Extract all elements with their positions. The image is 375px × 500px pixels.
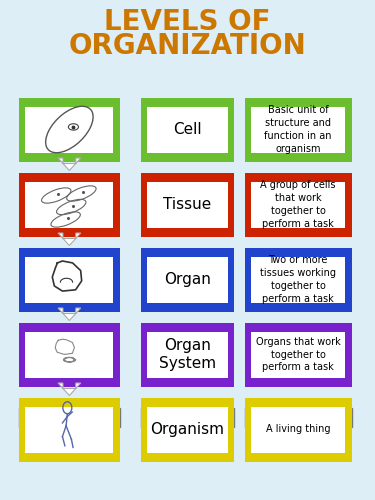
FancyBboxPatch shape [147, 256, 228, 302]
FancyBboxPatch shape [19, 248, 120, 312]
Polygon shape [58, 233, 81, 245]
Text: Basic unit of
structure and
function in an
organism: Basic unit of structure and function in … [264, 106, 332, 154]
FancyBboxPatch shape [26, 406, 113, 453]
FancyBboxPatch shape [141, 172, 234, 236]
FancyBboxPatch shape [19, 322, 120, 386]
FancyBboxPatch shape [141, 408, 234, 427]
FancyBboxPatch shape [245, 248, 352, 312]
FancyBboxPatch shape [245, 408, 352, 427]
FancyBboxPatch shape [147, 106, 228, 152]
FancyBboxPatch shape [19, 398, 120, 462]
FancyBboxPatch shape [245, 172, 352, 236]
Text: A living thing: A living thing [266, 424, 330, 434]
FancyBboxPatch shape [147, 332, 228, 378]
FancyBboxPatch shape [19, 172, 120, 236]
Polygon shape [58, 383, 81, 396]
FancyBboxPatch shape [141, 248, 234, 312]
FancyBboxPatch shape [19, 408, 120, 427]
Text: Picture: Picture [51, 412, 87, 422]
Polygon shape [58, 158, 81, 170]
Text: Cell: Cell [173, 122, 202, 137]
Text: Organism: Organism [150, 422, 225, 437]
Text: Organs that work
together to
perform a task: Organs that work together to perform a t… [256, 336, 340, 372]
FancyBboxPatch shape [19, 98, 120, 162]
Text: Organ: Organ [164, 272, 211, 287]
FancyBboxPatch shape [147, 182, 228, 228]
FancyBboxPatch shape [147, 406, 228, 453]
FancyBboxPatch shape [141, 398, 234, 462]
Text: Two or more
tissues working
together to
perform a task: Two or more tissues working together to … [260, 256, 336, 304]
FancyBboxPatch shape [26, 256, 113, 302]
FancyBboxPatch shape [252, 406, 345, 453]
FancyBboxPatch shape [252, 182, 345, 228]
FancyBboxPatch shape [245, 98, 352, 162]
Text: Organ
System: Organ System [159, 338, 216, 372]
FancyBboxPatch shape [26, 332, 113, 378]
Text: Tissue: Tissue [164, 197, 211, 212]
Text: LEVELS OF: LEVELS OF [104, 8, 271, 36]
Text: A group of cells
that work
together to
perform a task: A group of cells that work together to p… [260, 180, 336, 228]
FancyBboxPatch shape [141, 98, 234, 162]
FancyBboxPatch shape [26, 106, 113, 152]
FancyBboxPatch shape [26, 182, 113, 228]
FancyBboxPatch shape [245, 398, 352, 462]
Text: Definition: Definition [273, 412, 324, 422]
Text: ORGANIZATION: ORGANIZATION [69, 32, 306, 60]
FancyBboxPatch shape [252, 332, 345, 378]
FancyBboxPatch shape [252, 106, 345, 152]
FancyBboxPatch shape [252, 256, 345, 302]
Polygon shape [58, 308, 81, 320]
FancyBboxPatch shape [245, 322, 352, 386]
FancyBboxPatch shape [141, 322, 234, 386]
Text: Term: Term [175, 412, 200, 422]
